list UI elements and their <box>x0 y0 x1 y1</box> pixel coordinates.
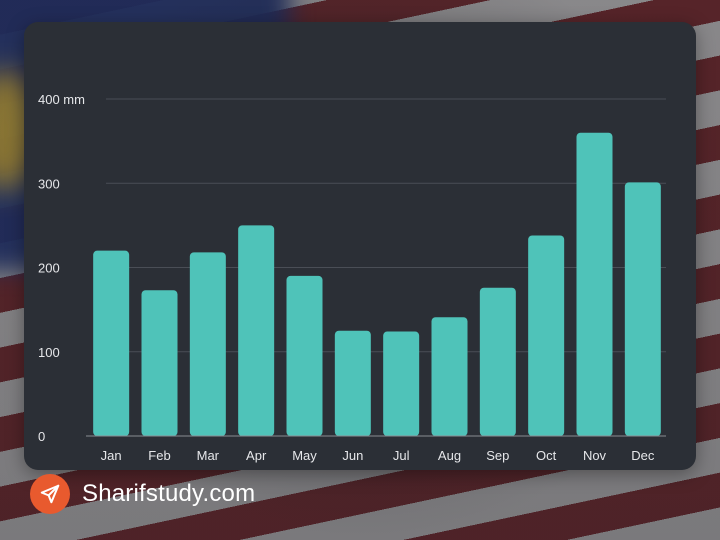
bar-oct <box>528 235 565 436</box>
y-tick-label: 100 <box>38 345 60 360</box>
x-tick-label: Apr <box>246 448 267 463</box>
x-tick-label: Sep <box>486 448 509 463</box>
y-tick-label: 400 mm <box>38 92 85 107</box>
bar-feb <box>141 290 178 436</box>
x-tick-label: May <box>292 448 317 463</box>
y-tick-label: 0 <box>38 429 45 444</box>
brand-watermark: Sharifstudy.com <box>30 474 255 514</box>
bar-nov <box>576 132 613 436</box>
bar-sep <box>479 287 516 436</box>
x-tick-label: Aug <box>438 448 461 463</box>
bar-jul <box>383 331 420 436</box>
x-tick-label: Oct <box>536 448 557 463</box>
chart-card: 0 100 200 300 400 mm Jan Feb Mar Apr May Jun Jul Aug… <box>24 22 696 470</box>
bar-mar <box>189 252 226 436</box>
bar-aug <box>431 317 468 436</box>
paper-plane-icon <box>30 474 70 514</box>
x-tick-label: Jan <box>101 448 122 463</box>
brand-name: Sharifstudy.com <box>82 480 256 507</box>
bar-dec <box>624 182 661 436</box>
bar-jan <box>93 250 130 436</box>
bar-chart: 0 100 200 300 400 mm Jan Feb Mar Apr May Jun Jul Aug… <box>38 92 666 463</box>
x-tick-label: Nov <box>583 448 607 463</box>
x-tick-label: Feb <box>148 448 170 463</box>
x-tick-label: Jul <box>393 448 410 463</box>
x-tick-label: Mar <box>197 448 220 463</box>
x-tick-label: Jun <box>342 448 363 463</box>
bar-apr <box>238 225 275 436</box>
x-tick-label: Dec <box>631 448 655 463</box>
bar-jun <box>334 330 371 436</box>
bar-may <box>286 275 323 436</box>
y-tick-label: 300 <box>38 176 60 191</box>
y-tick-label: 200 <box>38 261 60 276</box>
